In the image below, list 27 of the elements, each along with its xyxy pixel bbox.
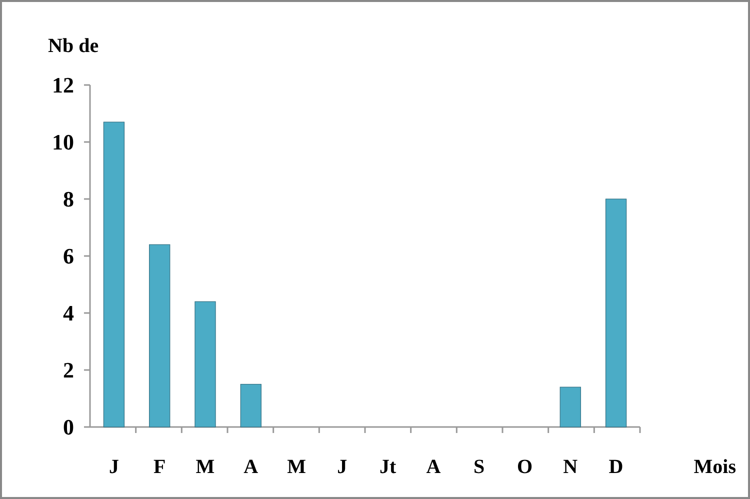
y-tick-label: 8: [63, 186, 74, 212]
y-tick-label: 6: [63, 244, 74, 269]
y-tick-label: 0: [63, 414, 74, 440]
bar: [560, 386, 581, 428]
bar: [605, 198, 627, 428]
x-tick-label: F: [153, 456, 166, 478]
x-tick-label: J: [108, 456, 119, 478]
x-tick-label: S: [474, 456, 485, 478]
bar: [103, 122, 125, 428]
x-tick-label: A: [244, 456, 259, 478]
x-tick-label: J: [337, 456, 348, 478]
y-axis-title: Nb de: [48, 35, 99, 57]
x-tick-label: D: [608, 456, 624, 478]
x-tick-label: O: [516, 456, 533, 478]
bar: [149, 244, 170, 428]
y-tick-label: 12: [52, 72, 74, 98]
x-tick-label: Jt: [379, 456, 396, 478]
y-tick-label: 4: [63, 300, 74, 326]
y-tick-label: 10: [52, 130, 74, 155]
bar: [240, 384, 262, 428]
x-tick-label: M: [196, 456, 215, 478]
y-tick-label: 2: [63, 358, 74, 383]
x-tick-label: M: [287, 456, 306, 478]
x-tick-label: A: [426, 456, 442, 478]
x-axis-title: Mois: [694, 456, 736, 478]
x-tick-label: N: [563, 456, 578, 478]
bar: [194, 301, 216, 428]
